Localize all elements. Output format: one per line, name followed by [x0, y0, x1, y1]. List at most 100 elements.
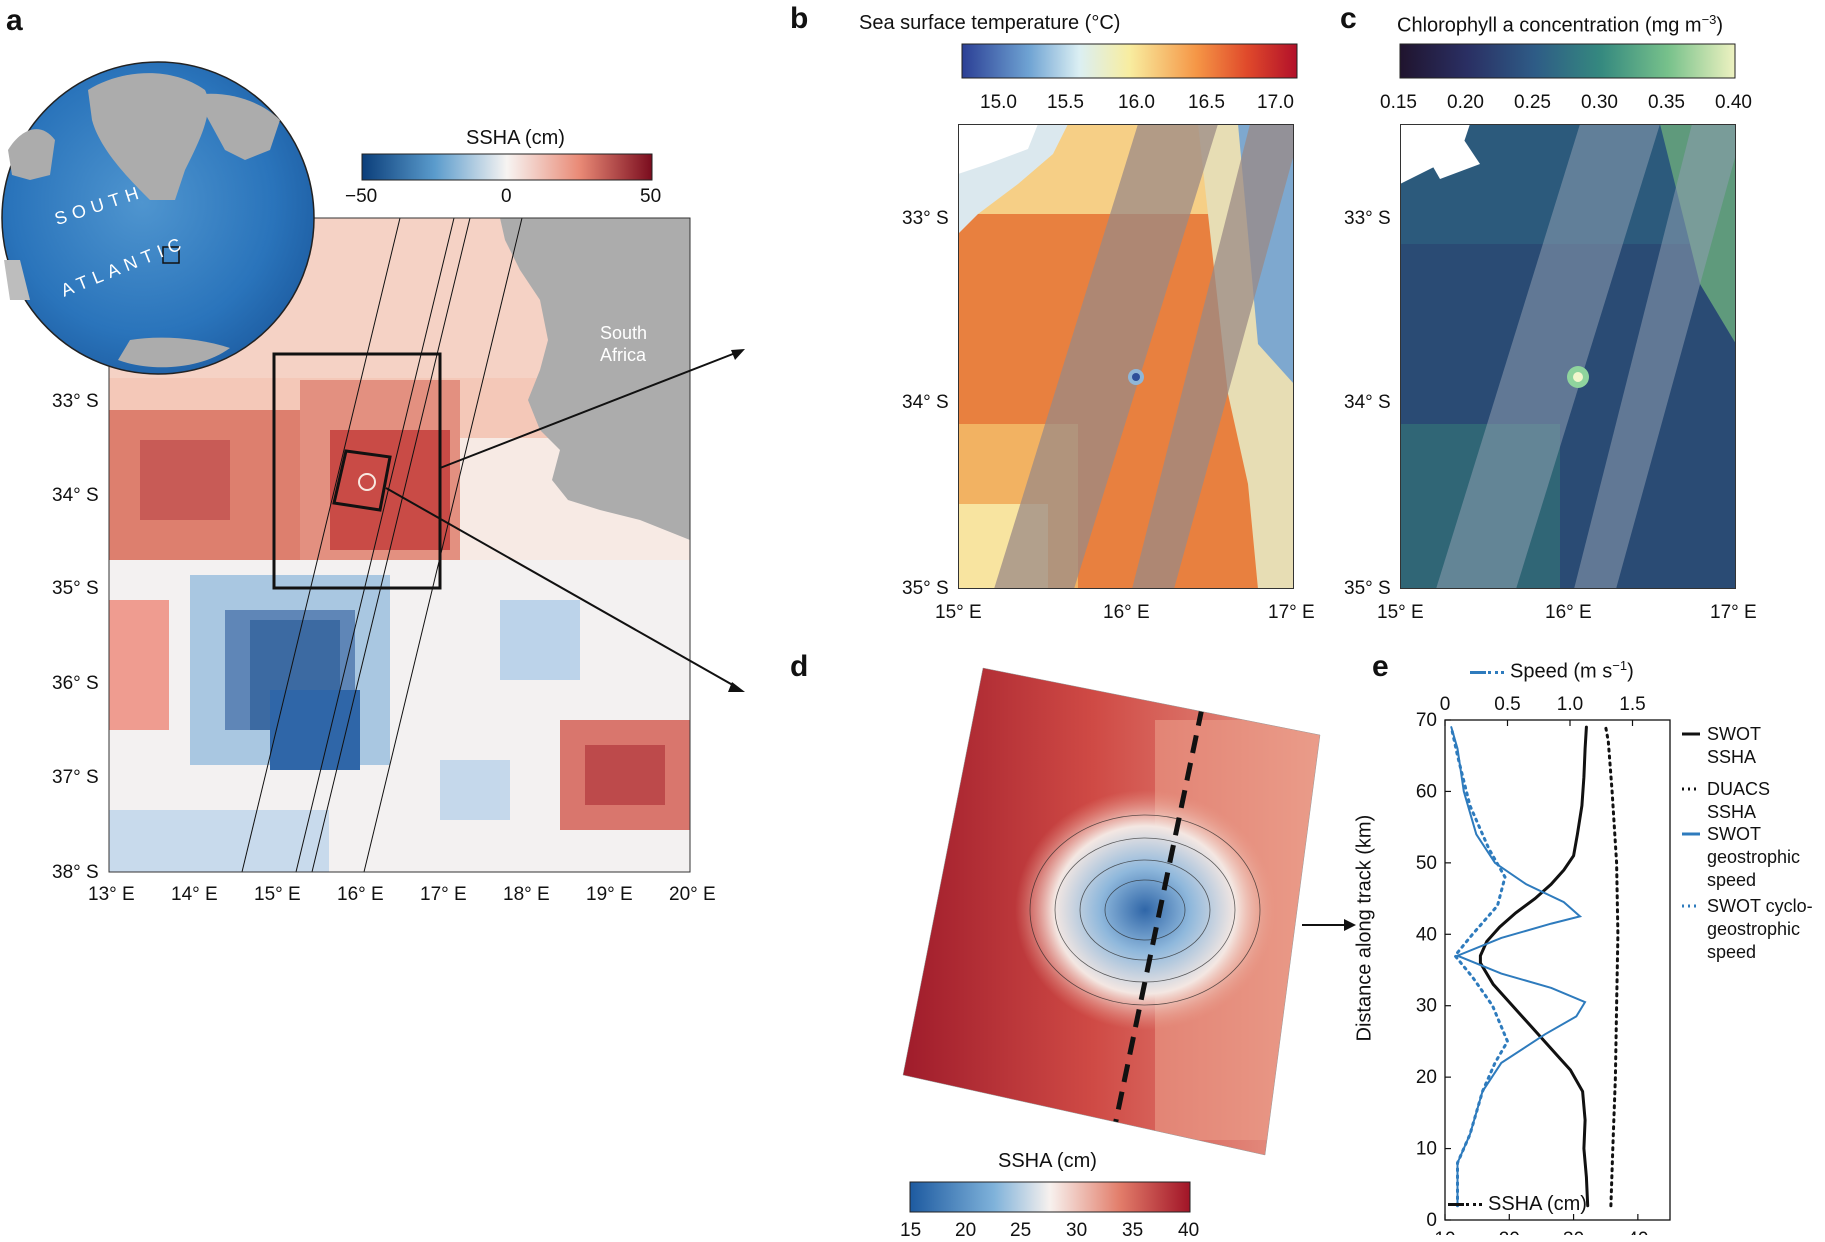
colorbar-d-tick-3: 30 — [1066, 1220, 1088, 1241]
colorbar-c-tick-0: 0.15 — [1380, 92, 1417, 113]
y-tick-label: 10 — [1416, 1139, 1437, 1160]
ssha-tick-label: 30 — [1563, 1229, 1584, 1235]
colorbar-d-tick-4: 35 — [1122, 1220, 1144, 1241]
lon-tick-a-7: 20° E — [669, 884, 716, 905]
colorbar-a-tick-1: 0 — [501, 186, 512, 207]
swot-swath-c-1 — [1436, 124, 1660, 589]
lat-tick-a-5: 38° S — [52, 862, 99, 883]
lat-tick-a-3: 36° S — [52, 673, 99, 694]
legend-label: speed — [1707, 942, 1756, 962]
colorbar-c-tick-4: 0.35 — [1648, 92, 1685, 113]
series-swot-geostrophic-speed — [1450, 726, 1587, 1207]
lon-tick-a-0: 13° E — [88, 884, 135, 905]
colorbar-c-title: Chlorophyll a concentration (mg m−3) — [1397, 12, 1723, 38]
zoom-box-small — [332, 449, 392, 512]
panel-label-c: c — [1340, 2, 1357, 35]
chart-e-frame — [1444, 719, 1671, 1221]
legend-label: SSHA — [1707, 747, 1756, 767]
lon-tick-a-4: 17° E — [420, 884, 467, 905]
zoom-box-large — [272, 352, 442, 590]
colorbar-b-title: Sea surface temperature (°C) — [859, 12, 1121, 34]
chart-e-top-axis-sup: −1 — [1612, 658, 1628, 673]
series-swot-ssha — [1478, 725, 1590, 1208]
lat-tick-c-2: 35° S — [1344, 578, 1391, 599]
colorbar-c-title-sup: −3 — [1701, 12, 1717, 27]
lon-tick-c-2: 17° E — [1710, 602, 1757, 623]
colorbar-c — [1399, 43, 1736, 79]
ssha-tick-label: 20 — [1499, 1229, 1520, 1235]
globe-africa-land — [88, 73, 209, 200]
y-tick-label: 60 — [1416, 781, 1437, 802]
lat-tick-b-1: 34° S — [902, 392, 949, 413]
legend-label: SWOT — [1707, 724, 1761, 744]
lat-tick-a-1: 34° S — [52, 485, 99, 506]
lat-tick-c-1: 34° S — [1344, 392, 1391, 413]
swot-swath-b-2 — [1132, 124, 1294, 589]
lat-tick-a-2: 35° S — [52, 578, 99, 599]
speed-tick-label: 0.5 — [1494, 694, 1520, 715]
panel-label-d: d — [790, 650, 809, 683]
chart-e-top-axis-end: ) — [1627, 660, 1634, 683]
colorbar-a — [361, 153, 653, 181]
sst-map-b — [958, 124, 1294, 589]
colorbar-a-tick-0: −50 — [345, 186, 378, 207]
chart-e-bottom-axis-label: SSHA (cm) — [1488, 1193, 1587, 1215]
globe-inset — [1, 61, 315, 375]
colorbar-c-tick-5: 0.40 — [1715, 92, 1752, 113]
colorbar-d-title: SSHA (cm) — [998, 1150, 1097, 1172]
lat-tick-a-0: 33° S — [52, 391, 99, 412]
colorbar-d-tick-1: 20 — [955, 1220, 977, 1241]
legend-label: SSHA — [1707, 802, 1756, 822]
swot-swath-b-1 — [994, 124, 1218, 589]
lat-tick-a-4: 37° S — [52, 767, 99, 788]
colorbar-c-title-text: Chlorophyll a concentration (mg m — [1397, 14, 1702, 37]
series-duacs-ssha — [1604, 725, 1620, 1208]
panel-label-a: a — [6, 4, 23, 37]
colorbar-d-tick-5: 40 — [1178, 1220, 1200, 1241]
arrow-d-to-e — [1302, 919, 1356, 931]
colorbar-b-tick-1: 15.5 — [1047, 92, 1084, 113]
lat-tick-b-0: 33° S — [902, 208, 949, 229]
lat-tick-b-2: 35° S — [902, 578, 949, 599]
ssha-tick-label: 40 — [1627, 1229, 1648, 1235]
track-line-d — [1110, 707, 1205, 1136]
lon-tick-c-1: 16° E — [1545, 602, 1592, 623]
legend-label: geostrophic — [1707, 847, 1800, 867]
y-tick-label: 50 — [1416, 853, 1437, 874]
profile-chart-e: 0102030405060701020304000.51.01.5 SWOTSS… — [1416, 694, 1813, 1235]
series-swot-cyclo-geostrophic-speed — [1449, 725, 1510, 1208]
legend-label: speed — [1707, 870, 1756, 890]
land-label-line2: Africa — [600, 345, 647, 365]
chl-map-c — [1400, 124, 1736, 589]
speed-tick-label: 1.0 — [1557, 694, 1583, 715]
colorbar-b — [961, 43, 1298, 79]
speed-legend-dotted — [1488, 670, 1504, 674]
lon-tick-a-1: 14° E — [171, 884, 218, 905]
colorbar-d-tick-0: 15 — [900, 1220, 922, 1241]
legend-label: geostrophic — [1707, 919, 1800, 939]
colorbar-b-tick-2: 16.0 — [1118, 92, 1155, 113]
speed-tick-label: 1.5 — [1619, 694, 1645, 715]
colorbar-c-title-end: ) — [1716, 14, 1724, 37]
colorbar-d — [909, 1181, 1191, 1213]
south-africa-land — [500, 218, 690, 540]
legend-label: DUACS — [1707, 779, 1770, 799]
lat-tick-c-0: 33° S — [1344, 208, 1391, 229]
lon-tick-b-0: 15° E — [935, 602, 982, 623]
y-tick-label: 0 — [1426, 1210, 1437, 1231]
legend-label: SWOT — [1707, 824, 1761, 844]
lon-tick-a-3: 16° E — [337, 884, 384, 905]
lon-tick-c-0: 15° E — [1377, 602, 1424, 623]
ssha-eddy-map-d — [902, 667, 1321, 1156]
ssha-map-a — [1, 61, 745, 873]
chart-e-ylabel: Distance along track (km) — [1353, 814, 1376, 1042]
y-tick-label: 30 — [1416, 996, 1437, 1017]
y-tick-label: 20 — [1416, 1067, 1437, 1088]
colorbar-c-tick-2: 0.25 — [1514, 92, 1551, 113]
colorbar-b-tick-4: 17.0 — [1257, 92, 1294, 113]
colorbar-c-tick-1: 0.20 — [1447, 92, 1484, 113]
panel-label-b: b — [790, 2, 809, 35]
panel-label-e: e — [1372, 650, 1389, 683]
colorbar-d-tick-2: 25 — [1010, 1220, 1032, 1241]
legend-label: SWOT cyclo- — [1707, 896, 1813, 916]
